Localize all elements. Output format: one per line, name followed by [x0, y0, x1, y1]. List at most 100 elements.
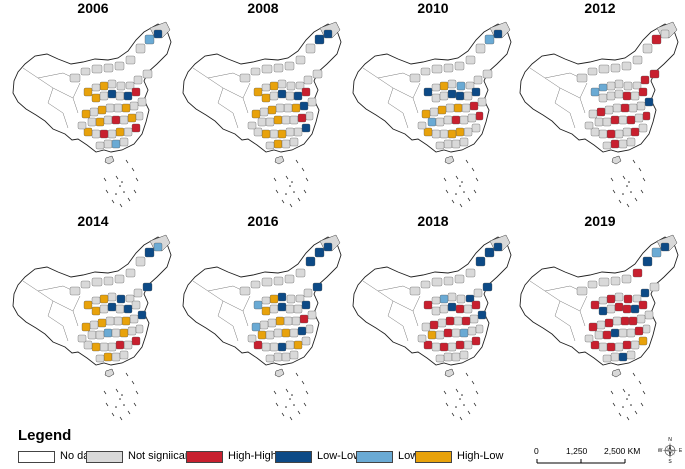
panel-year: 2016	[247, 213, 279, 229]
region-cell	[125, 55, 136, 65]
region-cell	[133, 288, 143, 298]
region-cell	[123, 304, 133, 314]
region-cell	[588, 322, 598, 332]
region-cell	[293, 304, 303, 314]
region-cell	[115, 127, 125, 137]
region-cell	[129, 101, 139, 111]
region-cell	[265, 117, 275, 127]
nine-dash-line	[289, 203, 293, 208]
scale-label-mid: 1,250	[566, 446, 588, 456]
region-cell	[461, 103, 471, 113]
region-cell	[77, 121, 87, 130]
region-cell	[103, 276, 114, 286]
region-cell	[473, 75, 483, 85]
region-cell	[463, 91, 473, 101]
region-cell	[77, 334, 87, 343]
nine-dash-line	[471, 167, 475, 172]
region-cell	[113, 103, 123, 113]
region-cell	[598, 83, 608, 92]
region-cell	[467, 326, 477, 336]
region-cell	[293, 91, 303, 101]
region-cell	[623, 81, 633, 91]
nine-dash-line	[135, 390, 139, 395]
region-cell	[119, 115, 129, 125]
region-cell	[305, 324, 314, 334]
nine-dash-line	[273, 177, 277, 182]
region-cell	[273, 115, 283, 125]
region-cell	[285, 340, 295, 350]
region-cell	[273, 139, 283, 149]
nine-dash-line	[285, 388, 289, 393]
region-cell	[435, 330, 445, 340]
region-cell	[431, 277, 443, 287]
panel-year: 2010	[417, 0, 449, 16]
region-cell	[587, 67, 598, 76]
region-cell	[590, 300, 600, 310]
map-panel-2014: 2014	[8, 213, 178, 428]
nine-dash-line	[295, 372, 299, 377]
region-cell	[626, 350, 636, 360]
nine-dash-line	[475, 177, 479, 182]
region-cell	[630, 91, 640, 101]
region-cell	[429, 107, 439, 117]
nine-dash-line	[632, 372, 636, 377]
region-cell	[437, 105, 447, 115]
region-cell	[103, 352, 113, 362]
region-cell	[307, 310, 317, 320]
region-cell	[439, 342, 449, 352]
region-hainan	[274, 155, 285, 165]
region-cell	[606, 304, 616, 314]
region-cell	[144, 34, 155, 45]
nine-dash-line	[473, 402, 477, 407]
region-cell	[301, 123, 311, 133]
region-cell	[83, 127, 93, 137]
region-cell	[590, 340, 600, 350]
region-cell	[463, 127, 473, 137]
map-panel-2008: 2008	[178, 0, 348, 215]
island	[115, 193, 117, 195]
region-cell	[431, 129, 441, 139]
nine-dash-line	[297, 197, 301, 202]
region-cell	[435, 354, 445, 363]
region-cell	[312, 282, 323, 292]
nine-dash-line	[105, 402, 109, 407]
region-cell	[83, 300, 93, 310]
region-cell	[588, 109, 598, 119]
region-cell	[259, 320, 269, 330]
island	[630, 191, 632, 193]
region-cell	[421, 322, 431, 332]
region-cell	[107, 129, 117, 139]
region-cell	[91, 306, 101, 316]
region-cell	[610, 328, 620, 338]
region-cell	[630, 340, 640, 350]
region-cell	[584, 334, 594, 343]
region-cell	[107, 302, 117, 312]
china-map	[352, 21, 512, 208]
region-cell	[275, 103, 285, 113]
region-cell	[293, 340, 303, 350]
region-cell	[626, 328, 636, 338]
region-cell	[447, 302, 457, 312]
region-cell	[323, 29, 333, 39]
region-cell	[81, 322, 91, 332]
region-cell	[301, 336, 311, 346]
region-cell	[253, 340, 263, 350]
province-border	[554, 315, 576, 342]
region-cell	[269, 81, 279, 91]
region-cell	[423, 87, 433, 97]
island	[461, 181, 463, 183]
region-cell	[131, 123, 141, 133]
legend-swatch	[275, 451, 312, 463]
region-cell	[423, 127, 433, 137]
panel-year: 2014	[77, 213, 109, 229]
region-cell	[445, 103, 455, 113]
province-border	[22, 280, 54, 317]
region-cell	[453, 103, 463, 113]
region-cell	[638, 123, 648, 133]
region-cell	[303, 288, 313, 298]
region-cell	[261, 306, 271, 316]
region-cell	[602, 141, 612, 150]
nine-dash-line	[305, 390, 309, 395]
scale-label-start: 0	[534, 446, 539, 456]
region-cell	[420, 67, 431, 76]
